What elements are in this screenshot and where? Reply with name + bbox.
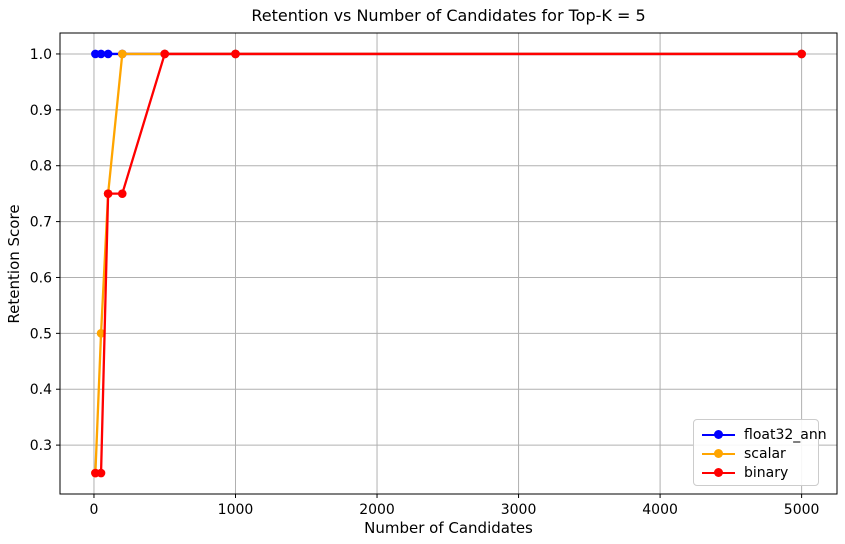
x-axis-ticks: 0 1000 2000 3000 4000 5000 bbox=[90, 494, 820, 518]
chart-title: Retention vs Number of Candidates for To… bbox=[251, 6, 646, 25]
svg-text:0.9: 0.9 bbox=[30, 103, 52, 119]
legend-item: scalar bbox=[702, 444, 818, 463]
legend: float32_ann scalar binary bbox=[693, 419, 827, 486]
svg-text:0.4: 0.4 bbox=[30, 382, 52, 398]
legend-label: binary bbox=[744, 464, 789, 481]
svg-text:1000: 1000 bbox=[218, 502, 254, 518]
svg-text:5000: 5000 bbox=[784, 502, 820, 518]
svg-text:0.8: 0.8 bbox=[30, 159, 52, 175]
legend-line-marker-icon bbox=[702, 449, 735, 459]
legend-label: float32_ann bbox=[744, 426, 827, 443]
y-axis-label: Retention Score bbox=[5, 204, 23, 324]
series-binary bbox=[91, 49, 806, 478]
svg-text:0.3: 0.3 bbox=[30, 438, 52, 454]
legend-label: scalar bbox=[744, 445, 786, 462]
y-axis-ticks: 0.3 0.4 0.5 0.6 0.7 0.8 0.9 1.0 bbox=[30, 47, 60, 454]
legend-line-marker-icon bbox=[702, 430, 735, 440]
legend-item: float32_ann bbox=[702, 425, 827, 444]
svg-text:1.0: 1.0 bbox=[30, 47, 52, 63]
svg-text:0.5: 0.5 bbox=[30, 326, 52, 342]
svg-text:0.6: 0.6 bbox=[30, 270, 52, 286]
svg-text:0: 0 bbox=[90, 502, 99, 518]
svg-text:4000: 4000 bbox=[642, 502, 678, 518]
svg-text:3000: 3000 bbox=[501, 502, 537, 518]
svg-text:2000: 2000 bbox=[359, 502, 395, 518]
legend-line-marker-icon bbox=[702, 468, 735, 478]
axes-frame bbox=[59, 32, 838, 495]
legend-item: binary bbox=[702, 463, 818, 482]
svg-text:0.7: 0.7 bbox=[30, 215, 52, 231]
x-axis-label: Number of Candidates bbox=[364, 519, 533, 537]
series-scalar bbox=[91, 49, 806, 478]
